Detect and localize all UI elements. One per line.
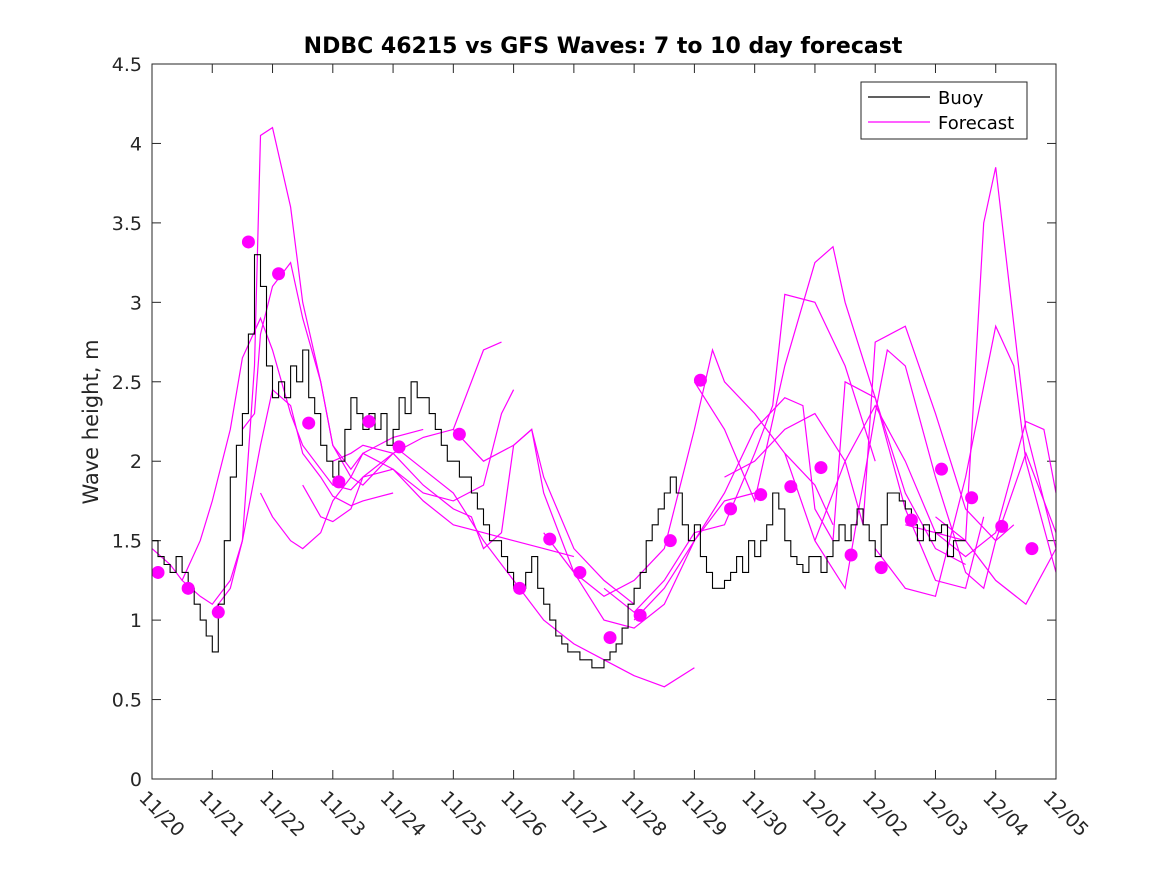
chart-title: NDBC 46215 vs GFS Waves: 7 to 10 day for… (304, 34, 903, 59)
forecast-marker (392, 440, 406, 454)
forecast-marker (633, 608, 647, 622)
buoy-line (152, 254, 966, 669)
legend-buoy-label: Buoy (938, 88, 984, 109)
forecast-marker (934, 462, 948, 476)
forecast-marker (452, 427, 466, 441)
y-tick-label: 1.5 (112, 531, 142, 553)
forecast-marker (995, 519, 1009, 533)
forecast-marker (151, 565, 165, 579)
forecast-line (543, 347, 834, 598)
forecast-marker (904, 513, 918, 527)
forecast-line (603, 293, 876, 614)
forecast-marker (211, 605, 225, 619)
forecast-marker (332, 475, 346, 489)
forecast-line (392, 444, 695, 688)
forecast-marker (754, 488, 768, 502)
forecast-marker (513, 581, 527, 595)
y-tick-labels: 0 0.5 1 1.5 2 2.5 3 3.5 4 4.5 (112, 54, 142, 791)
forecast-marker (603, 631, 617, 645)
forecast-line (874, 324, 1057, 598)
forecast-line (633, 380, 966, 621)
forecast-marker (573, 565, 587, 579)
y-tick-label: 4.5 (112, 54, 142, 76)
y-tick-label: 2.5 (112, 372, 142, 394)
forecast-marker (302, 416, 316, 430)
forecast-line (302, 468, 575, 558)
forecast-marker (543, 532, 557, 546)
plot-frame (151, 63, 1057, 780)
forecast-line (241, 261, 502, 486)
y-tick-label: 4 (130, 133, 142, 155)
marker-layer (151, 235, 1039, 645)
forecast-line (452, 428, 755, 629)
legend-box (860, 81, 1028, 140)
forecast-marker (241, 235, 255, 249)
forecast-line (259, 389, 515, 550)
forecast-marker (663, 534, 677, 548)
y-tick-label: 2 (130, 451, 142, 473)
y-tick-label: 1 (130, 610, 142, 632)
forecast-line (332, 428, 635, 605)
forecast-marker (844, 548, 858, 562)
forecast-marker (693, 373, 707, 387)
y-axis-label: Wave height, m (79, 339, 103, 504)
legend: Buoy Forecast (860, 81, 1028, 140)
forecast-marker (814, 461, 828, 475)
forecast-marker (965, 491, 979, 505)
forecast-marker (362, 415, 376, 428)
series-layer (151, 126, 1057, 688)
forecast-marker (272, 267, 286, 281)
legend-forecast-label: Forecast (938, 113, 1014, 134)
y-tick-label: 3.5 (112, 213, 142, 235)
forecast-marker (784, 480, 798, 494)
forecast-line (693, 245, 985, 590)
y-tick-label: 0 (130, 769, 142, 791)
forecast-marker (724, 502, 738, 516)
forecast-marker (181, 581, 195, 595)
forecast-line (724, 325, 1015, 542)
y-tick-label: 3 (130, 292, 142, 314)
y-tick-label: 0.5 (112, 690, 142, 712)
forecast-marker (874, 561, 888, 575)
forecast-line (935, 516, 1057, 606)
forecast-marker (1025, 542, 1039, 556)
